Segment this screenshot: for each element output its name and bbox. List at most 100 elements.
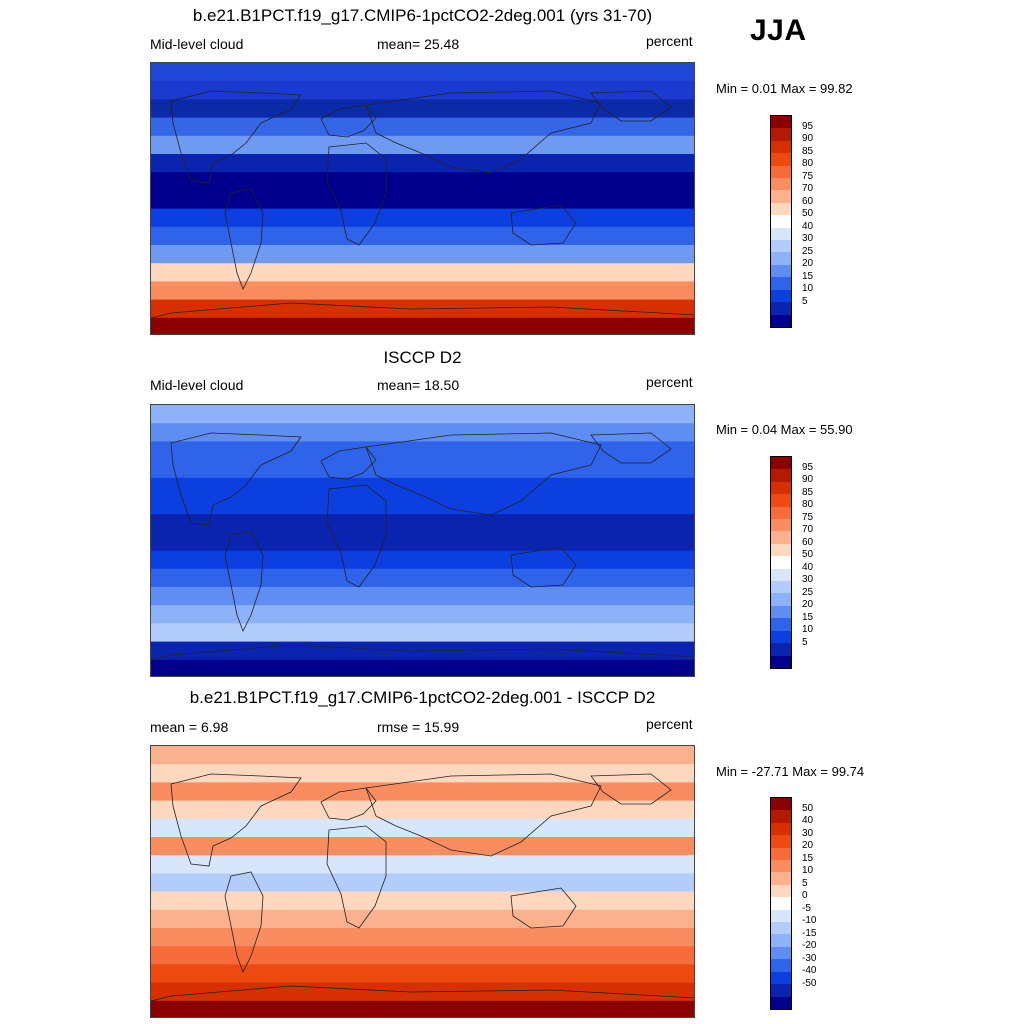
colorbar-swatch bbox=[771, 277, 791, 290]
colorbar-tick-label: 15 bbox=[802, 270, 814, 282]
panel-2-map-svg bbox=[151, 405, 694, 676]
panel-2-variable-label: Mid-level cloud bbox=[150, 377, 244, 393]
continent-outline bbox=[320, 104, 377, 138]
colorbar-swatch bbox=[771, 922, 791, 935]
continent-outline bbox=[326, 825, 387, 929]
map-band bbox=[151, 605, 694, 625]
colorbar-tick-label: 50 bbox=[802, 208, 814, 220]
panel-1-map bbox=[150, 62, 695, 335]
colorbar-tick-label: 20 bbox=[802, 840, 814, 852]
map-band bbox=[151, 1000, 694, 1017]
colorbar-tick-label: 40 bbox=[802, 220, 814, 232]
continent-outline bbox=[510, 204, 577, 246]
colorbar-tick-label: 50 bbox=[802, 549, 814, 561]
colorbar-swatch bbox=[771, 605, 791, 619]
colorbar-tick-label: -20 bbox=[802, 940, 817, 952]
colorbar-tick-label: 20 bbox=[802, 599, 814, 611]
colorbar-tick-label: 30 bbox=[802, 233, 814, 245]
map-band bbox=[151, 568, 694, 588]
colorbar-tick-label: 95 bbox=[802, 120, 814, 132]
map-band bbox=[151, 423, 694, 443]
map-band bbox=[151, 405, 694, 425]
colorbar-swatch bbox=[771, 909, 791, 923]
map-band bbox=[151, 909, 694, 929]
colorbar-tick-label: 50 bbox=[802, 802, 814, 814]
continent-outline bbox=[224, 530, 264, 632]
colorbar-swatch bbox=[771, 202, 791, 216]
colorbar-swatch bbox=[771, 556, 791, 569]
colorbar-tick-label: 95 bbox=[802, 461, 814, 473]
panel-2-unit-label: percent bbox=[646, 374, 693, 390]
colorbar-swatch bbox=[771, 872, 791, 885]
colorbar-swatch bbox=[771, 506, 791, 520]
colorbar-swatch bbox=[771, 593, 791, 606]
colorbar-swatch bbox=[771, 190, 791, 203]
colorbar-swatch bbox=[771, 860, 791, 873]
panel-2-title: ISCCP D2 bbox=[383, 348, 462, 367]
map-band bbox=[151, 245, 694, 265]
map-band bbox=[151, 964, 694, 984]
continent-outline bbox=[326, 142, 387, 246]
colorbar-tick-label: 15 bbox=[802, 852, 814, 864]
map-band bbox=[151, 550, 694, 570]
colorbar-swatch bbox=[771, 215, 791, 228]
colorbar-swatch bbox=[771, 178, 791, 191]
colorbar-swatch bbox=[771, 140, 791, 154]
map-band bbox=[151, 477, 694, 497]
panel-3-title: b.e21.B1PCT.f19_g17.CMIP6-1pctCO2-2deg.0… bbox=[189, 688, 656, 707]
continent-outline bbox=[151, 644, 694, 676]
colorbar-swatch bbox=[771, 531, 791, 544]
continent-outline bbox=[365, 90, 602, 174]
panel-2-mean-label: mean= 18.50 bbox=[377, 377, 460, 393]
panel-2-minmax: Min = 0.04 Max = 55.90 bbox=[716, 422, 853, 437]
colorbar-tick-label: 85 bbox=[802, 486, 814, 498]
colorbar-tick-label: 10 bbox=[802, 624, 814, 636]
colorbar-swatch bbox=[771, 264, 791, 278]
colorbar-tick-label: 10 bbox=[802, 283, 814, 295]
continent-outline bbox=[170, 90, 302, 184]
colorbar-swatch bbox=[771, 655, 791, 668]
colorbar-tick-label: 20 bbox=[802, 258, 814, 270]
map-band bbox=[151, 99, 694, 119]
continent-outline bbox=[224, 188, 264, 290]
colorbar-tick-label: 5 bbox=[802, 636, 808, 648]
map-band bbox=[151, 623, 694, 643]
map-band bbox=[151, 587, 694, 607]
map-band bbox=[151, 459, 694, 479]
colorbar-swatch bbox=[771, 971, 791, 985]
map-band bbox=[151, 317, 694, 334]
map-band bbox=[151, 946, 694, 966]
panel-2-colorbar bbox=[770, 456, 792, 669]
colorbar-swatch bbox=[771, 798, 791, 811]
map-band bbox=[151, 496, 694, 516]
colorbar-tick-label: 15 bbox=[802, 611, 814, 623]
colorbar-swatch bbox=[771, 494, 791, 507]
map-band bbox=[151, 532, 694, 552]
colorbar-tick-label: 25 bbox=[802, 245, 814, 257]
panel-1-mean-label: mean= 25.48 bbox=[377, 36, 460, 52]
colorbar-swatch bbox=[771, 581, 791, 594]
colorbar-tick-label: 60 bbox=[802, 195, 814, 207]
colorbar-tick-label: 90 bbox=[802, 133, 814, 145]
colorbar-tick-label: 70 bbox=[802, 183, 814, 195]
map-band bbox=[151, 172, 694, 192]
panel-3-colorbar bbox=[770, 797, 792, 1010]
colorbar-tick-label: 30 bbox=[802, 827, 814, 839]
colorbar-swatch bbox=[771, 835, 791, 848]
map-band bbox=[151, 81, 694, 101]
continent-outline bbox=[365, 773, 602, 857]
map-band bbox=[151, 837, 694, 857]
colorbar-tick-label: 75 bbox=[802, 511, 814, 523]
panel-1-unit-label: percent bbox=[646, 33, 693, 49]
colorbar-swatch bbox=[771, 959, 791, 972]
panel-2-map bbox=[150, 404, 695, 677]
colorbar-tick-label: -10 bbox=[802, 915, 817, 927]
map-band bbox=[151, 117, 694, 137]
colorbar-swatch bbox=[771, 227, 791, 241]
colorbar-tick-label: -15 bbox=[802, 927, 817, 939]
colorbar-tick-label: 25 bbox=[802, 586, 814, 598]
colorbar-swatch bbox=[771, 934, 791, 947]
continent-outline bbox=[320, 787, 377, 821]
colorbar-swatch bbox=[771, 153, 791, 166]
colorbar-tick-label: 40 bbox=[802, 561, 814, 573]
